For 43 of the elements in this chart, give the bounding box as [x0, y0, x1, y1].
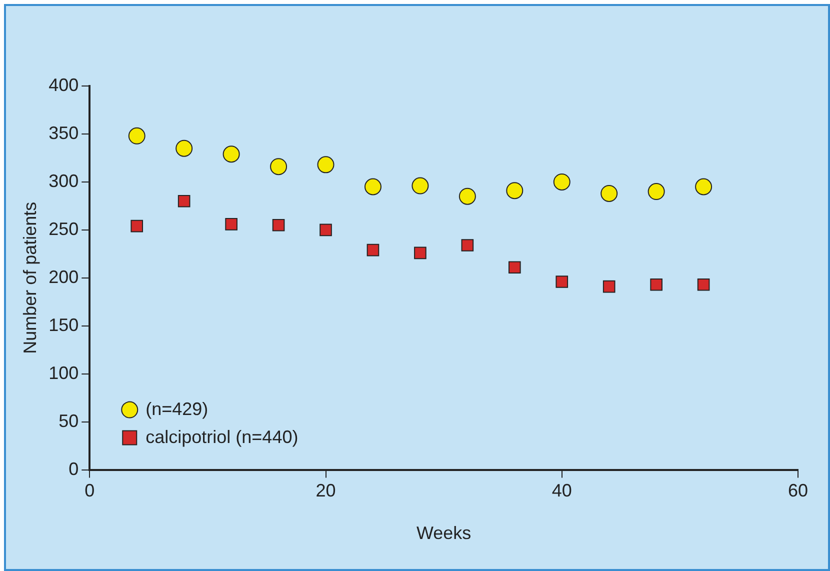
y-tick-label: 350	[48, 122, 79, 143]
point	[364, 178, 382, 196]
x-tick-label: 60	[788, 480, 808, 501]
y-tick-label: 100	[48, 362, 79, 383]
x-tick-label: 0	[84, 480, 95, 501]
point	[602, 280, 616, 293]
point	[650, 278, 662, 291]
point	[458, 188, 476, 205]
point	[222, 146, 240, 163]
point	[320, 224, 332, 236]
y-tick-label: 250	[48, 218, 79, 239]
point	[506, 182, 524, 200]
y-tick-label: 300	[48, 170, 79, 191]
point	[128, 127, 146, 144]
point	[697, 278, 710, 291]
y-tick-label: 0	[68, 458, 79, 479]
point	[412, 177, 429, 194]
point	[556, 276, 568, 288]
x-tick-label: 20	[316, 480, 336, 501]
point	[270, 158, 288, 176]
y-tick-label: 200	[48, 266, 79, 287]
point	[178, 194, 190, 208]
point	[176, 140, 193, 157]
point	[553, 173, 570, 190]
point	[508, 261, 521, 274]
y-tick-label: 50	[58, 410, 79, 431]
point	[461, 239, 474, 252]
x-tick-label: 40	[552, 480, 572, 501]
point	[272, 218, 285, 232]
point	[366, 244, 380, 256]
point	[648, 183, 665, 200]
point	[695, 178, 712, 196]
y-tick-label: 150	[48, 314, 79, 335]
point	[414, 246, 426, 260]
legend-label: calcipotriol (n=440)	[146, 426, 298, 447]
point	[600, 184, 618, 202]
point	[130, 220, 144, 232]
y-axis-title: Number of patients	[20, 202, 40, 354]
point	[317, 156, 334, 174]
x-axis-title: Weeks	[416, 523, 472, 544]
legend-label: (n=429)	[146, 398, 208, 419]
y-tick-label: 400	[48, 74, 79, 95]
point	[225, 218, 238, 230]
